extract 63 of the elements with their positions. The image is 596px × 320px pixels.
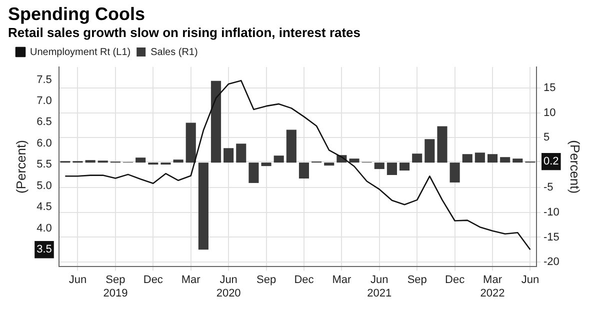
bar	[173, 160, 184, 163]
y2-tick-label: -15	[544, 231, 560, 244]
y-tick-label: 5.5	[36, 158, 52, 171]
y-tick-label: 6.0	[36, 137, 52, 150]
x-tick-label: Jun 2020	[216, 274, 241, 300]
bar	[210, 80, 222, 163]
x-tick-label: Sep 2019	[103, 274, 128, 300]
y2-tick-label: -5	[544, 181, 554, 194]
legend-label: Unemployment Rt (L1)	[30, 46, 131, 58]
x-tick-label: Mar 2022	[480, 274, 505, 300]
bar	[85, 160, 96, 163]
x-tick-label: Dec	[143, 274, 164, 286]
x-tick-label: Sep	[256, 274, 276, 286]
legend-label: Sales (R1)	[150, 46, 198, 58]
bar	[349, 158, 360, 163]
y-tick-label: 5.0	[36, 180, 52, 192]
y2-tick-label: 15	[544, 82, 556, 94]
bar	[274, 156, 284, 163]
bar	[500, 157, 510, 163]
x-tick-label: Jun	[521, 274, 540, 286]
bar	[400, 162, 410, 171]
x-tick-label: Dec	[445, 274, 466, 286]
y-tick-label: 7.5	[36, 74, 52, 86]
bar	[386, 162, 397, 176]
y2-tick-label: 0.2	[544, 156, 559, 168]
bar	[424, 139, 435, 163]
bar	[450, 162, 460, 182]
bar	[286, 130, 296, 163]
bar	[298, 162, 310, 178]
bar	[261, 162, 272, 166]
bar	[324, 162, 334, 166]
y-tick-label: 3.5	[36, 244, 52, 256]
y2-tick-label: -20	[544, 256, 560, 268]
x-tick-label: Mar	[181, 274, 201, 286]
bar	[136, 158, 146, 163]
chart-subtitle: Retail sales growth slow on rising inflation, interest rates	[8, 24, 362, 41]
bar	[198, 162, 208, 250]
x-tick-label: Mar	[332, 274, 352, 286]
x-tick-label: Dec	[294, 274, 314, 286]
bar	[186, 122, 196, 163]
x-tick-label: Jun	[68, 274, 87, 286]
bar	[412, 154, 422, 163]
x-tick-label: Jun 2021	[367, 274, 392, 300]
y2-tick-label: 10	[544, 106, 556, 119]
y2-tick-label: 5	[544, 132, 550, 144]
y-tick-label: 4.0	[36, 222, 52, 234]
y-tick-label: 4.5	[36, 201, 52, 214]
bar	[487, 154, 498, 163]
y-tick-label: 6.5	[36, 116, 52, 128]
bar	[437, 126, 448, 163]
y-axis-title: (Percent)	[13, 140, 28, 194]
bar	[474, 152, 485, 163]
y-tick-label: 7.0	[36, 95, 52, 108]
bar	[462, 154, 472, 163]
x-tick-label: Sep	[407, 274, 427, 286]
y2-axis-title: (Percent)	[568, 140, 583, 194]
chart-title: Spending Cools	[8, 4, 146, 24]
bar	[248, 162, 259, 183]
bar	[224, 148, 234, 163]
bar	[374, 162, 384, 170]
bar	[236, 144, 246, 163]
y2-tick-label: -10	[544, 206, 560, 218]
bar	[512, 158, 523, 163]
